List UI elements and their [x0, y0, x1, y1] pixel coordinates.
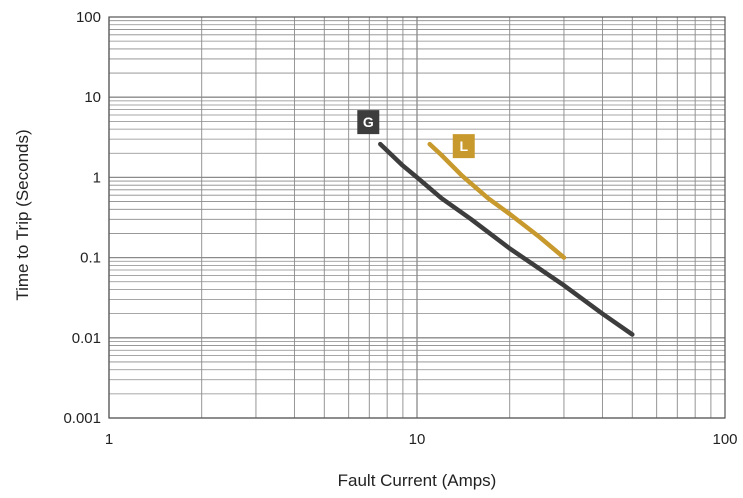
series-badge-g: G: [357, 110, 380, 135]
y-tick-label: 10: [84, 89, 101, 106]
y-tick-label: 100: [76, 9, 101, 26]
y-tick-label: 1: [93, 169, 101, 186]
series-badge-label: G: [363, 114, 374, 130]
series-line-g: [378, 141, 635, 337]
x-tick-label: 100: [712, 431, 737, 448]
series-line-l: [427, 141, 567, 260]
x-axis-title: Fault Current (Amps): [338, 471, 497, 490]
series-badge-l: L: [452, 134, 475, 159]
series-layer: GL: [357, 110, 635, 337]
series-badge-box: [452, 134, 475, 159]
series-badge-label: L: [459, 138, 468, 154]
x-tick-label: 1: [105, 431, 113, 448]
x-tick-label: 10: [409, 431, 426, 448]
series-badge-box: [357, 110, 380, 135]
y-tick-label: 0.001: [63, 410, 101, 427]
y-tick-label: 0.1: [80, 250, 101, 267]
y-axis-title: Time to Trip (Seconds): [13, 129, 32, 300]
y-tick-label: 0.01: [72, 330, 101, 347]
plot-frame: [108, 16, 726, 419]
chart-grid: [108, 17, 725, 419]
